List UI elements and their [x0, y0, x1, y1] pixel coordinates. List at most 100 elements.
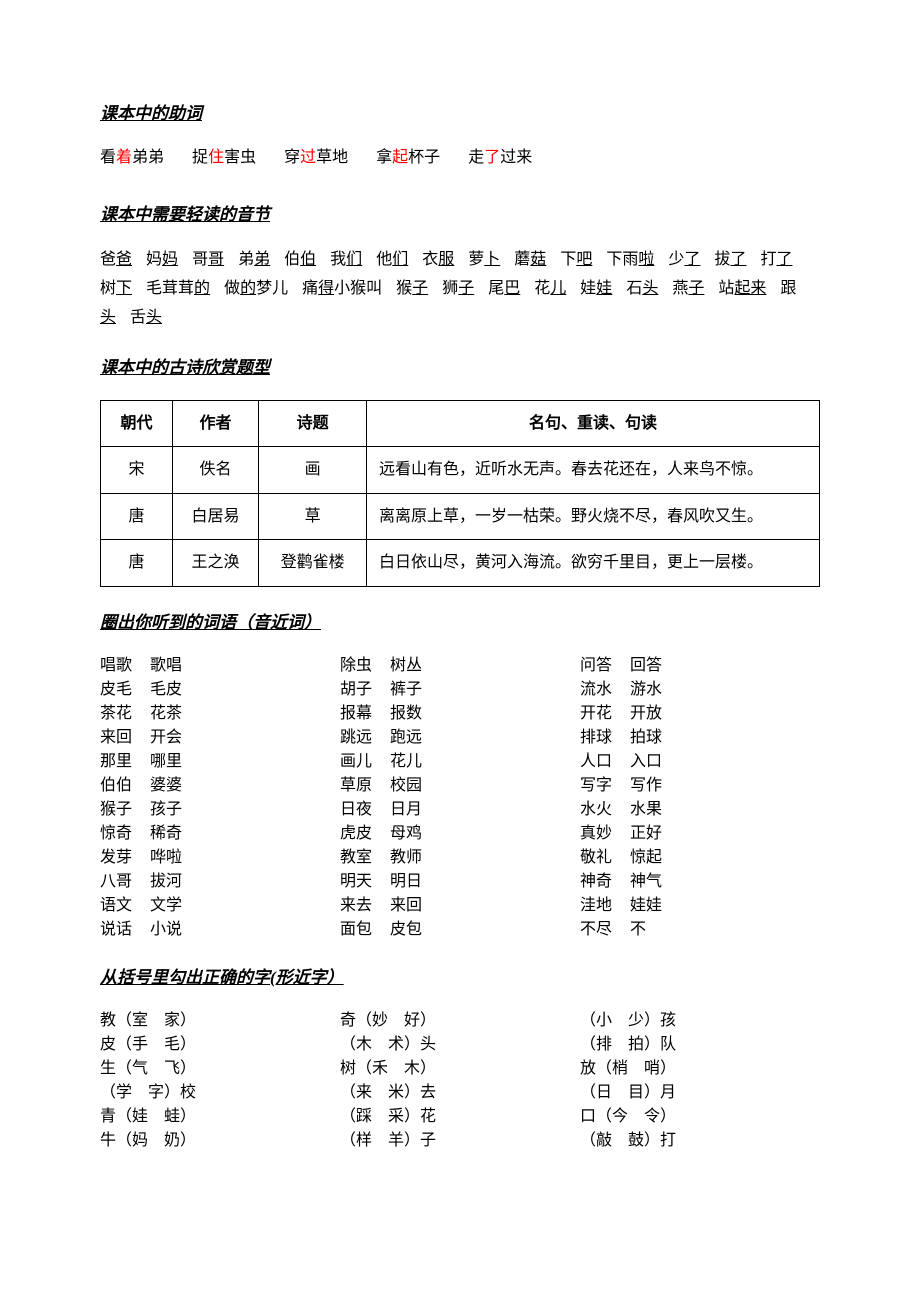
light-item: 衣服	[422, 251, 454, 268]
shape-column: （小 少）孩（排 拍）队放（梢 哨）（日 目）月口（今 令）（敲 鼓）打	[580, 1009, 820, 1153]
light-item: 尾巴	[488, 280, 520, 297]
light-item: 萝卜	[468, 251, 500, 268]
shape-row: （样 羊）子	[340, 1129, 580, 1153]
word-row: 草原校园	[340, 774, 580, 798]
word-row: 伯伯婆婆	[100, 774, 340, 798]
light-item: 妈妈	[146, 251, 178, 268]
word-column: 问答回答流水游水开花开放排球拍球人口入口写字写作水火水果真妙正好敬礼惊起神奇神气…	[580, 654, 820, 942]
word-row: 面包皮包	[340, 918, 580, 942]
table-cell: 画	[259, 447, 367, 494]
shape-row: 放（梢 哨）	[580, 1057, 820, 1081]
light-item: 舌头	[130, 309, 162, 326]
table-cell: 离离原上草，一岁一枯荣。野火烧不尽，春风吹又生。	[367, 493, 820, 540]
aux-item: 走了过来	[468, 145, 532, 171]
word-row: 发芽哗啦	[100, 846, 340, 870]
word-row: 教室教师	[340, 846, 580, 870]
section-poetry: 课本中的古诗欣赏题型 朝代 作者 诗题 名句、重读、句读 宋佚名画远看山有色，近…	[100, 354, 820, 587]
poetry-table: 朝代 作者 诗题 名句、重读、句读 宋佚名画远看山有色，近听水无声。春去花还在，…	[100, 400, 820, 587]
table-cell: 宋	[101, 447, 173, 494]
table-cell: 唐	[101, 540, 173, 587]
shape-row: 青（娃 蛙）	[100, 1105, 340, 1129]
section-auxiliary: 课本中的助词 看着弟弟捉住害虫穿过草地拿起杯子走了过来	[100, 100, 820, 171]
table-cell: 草	[259, 493, 367, 540]
light-item: 哥哥	[192, 251, 224, 268]
section-shape-words: 从括号里勾出正确的字(形近字） 教（室 家）皮（手 毛）生（气 飞）（学 字）校…	[100, 964, 820, 1153]
shape-row: （来 米）去	[340, 1081, 580, 1105]
aux-item: 看着弟弟	[100, 145, 164, 171]
light-item: 树下	[100, 280, 132, 297]
table-row: 唐白居易草离离原上草，一岁一枯荣。野火烧不尽，春风吹又生。	[101, 493, 820, 540]
auxiliary-title: 课本中的助词	[100, 100, 820, 127]
section-sound-words: 圈出你听到的词语（音近词） 唱歌歌唱皮毛毛皮茶花花茶来回开会那里哪里伯伯婆婆猴子…	[100, 609, 820, 942]
table-cell: 远看山有色，近听水无声。春去花还在，人来鸟不惊。	[367, 447, 820, 494]
table-cell: 白居易	[172, 493, 258, 540]
word-row: 写字写作	[580, 774, 820, 798]
light-item: 猴子	[396, 280, 428, 297]
section-light-reading: 课本中需要轻读的音节 爸爸 妈妈 哥哥 弟弟 伯伯 我们 他们 衣服 萝卜 蘑菇…	[100, 201, 820, 333]
word-row: 胡子裤子	[340, 678, 580, 702]
word-row: 猴子孩子	[100, 798, 340, 822]
word-row: 开花开放	[580, 702, 820, 726]
shape-row: （排 拍）队	[580, 1033, 820, 1057]
table-cell: 登鹳雀楼	[259, 540, 367, 587]
word-row: 唱歌歌唱	[100, 654, 340, 678]
light-item: 他们	[376, 251, 408, 268]
word-row: 神奇神气	[580, 870, 820, 894]
light-item: 下吧	[560, 251, 592, 268]
word-row: 真妙正好	[580, 822, 820, 846]
word-column: 除虫树丛胡子裤子报幕报数跳远跑远画儿花儿草原校园日夜日月虎皮母鸡教室教师明天明日…	[340, 654, 580, 942]
header-author: 作者	[172, 400, 258, 447]
light-item: 痛得小猴叫	[302, 280, 382, 297]
light-item: 狮子	[442, 280, 474, 297]
light-item: 弟弟	[238, 251, 270, 268]
word-row: 问答回答	[580, 654, 820, 678]
word-row: 洼地娃娃	[580, 894, 820, 918]
word-row: 排球拍球	[580, 726, 820, 750]
aux-item: 拿起杯子	[376, 145, 440, 171]
light-item: 花儿	[534, 280, 566, 297]
light-reading-title: 课本中需要轻读的音节	[100, 201, 820, 228]
table-row: 宋佚名画远看山有色，近听水无声。春去花还在，人来鸟不惊。	[101, 447, 820, 494]
light-item: 打了	[760, 251, 792, 268]
shape-row: （木 术）头	[340, 1033, 580, 1057]
table-cell: 唐	[101, 493, 173, 540]
header-dynasty: 朝代	[101, 400, 173, 447]
word-row: 明天明日	[340, 870, 580, 894]
table-row: 唐王之涣登鹳雀楼白日依山尽，黄河入海流。欲穷千里目，更上一层楼。	[101, 540, 820, 587]
shape-row: （敲 鼓）打	[580, 1129, 820, 1153]
shape-row: 教（室 家）	[100, 1009, 340, 1033]
word-row: 来回开会	[100, 726, 340, 750]
shape-row: 口（今 令）	[580, 1105, 820, 1129]
light-reading-list: 爸爸 妈妈 哥哥 弟弟 伯伯 我们 他们 衣服 萝卜 蘑菇 下吧 下雨啦 少了 …	[100, 246, 820, 332]
word-row: 跳远跑远	[340, 726, 580, 750]
light-item: 爸爸	[100, 251, 132, 268]
word-row: 水火水果	[580, 798, 820, 822]
shape-row: （踩 采）花	[340, 1105, 580, 1129]
word-row: 说话小说	[100, 918, 340, 942]
light-item: 石头	[626, 280, 658, 297]
word-row: 报幕报数	[340, 702, 580, 726]
word-row: 语文文学	[100, 894, 340, 918]
shape-row: （小 少）孩	[580, 1009, 820, 1033]
shape-column: 教（室 家）皮（手 毛）生（气 飞）（学 字）校青（娃 蛙）牛（妈 奶）	[100, 1009, 340, 1153]
shape-row: 牛（妈 奶）	[100, 1129, 340, 1153]
auxiliary-list: 看着弟弟捉住害虫穿过草地拿起杯子走了过来	[100, 145, 820, 171]
shape-row: 树（禾 木）	[340, 1057, 580, 1081]
light-item: 下雨啦	[606, 251, 654, 268]
word-row: 来去来回	[340, 894, 580, 918]
table-cell: 王之涣	[172, 540, 258, 587]
light-item: 蘑菇	[514, 251, 546, 268]
shape-words-title: 从括号里勾出正确的字(形近字）	[100, 964, 820, 991]
word-row: 不尽不	[580, 918, 820, 942]
table-header-row: 朝代 作者 诗题 名句、重读、句读	[101, 400, 820, 447]
header-verse: 名句、重读、句读	[367, 400, 820, 447]
word-column: 唱歌歌唱皮毛毛皮茶花花茶来回开会那里哪里伯伯婆婆猴子孩子惊奇稀奇发芽哗啦八哥拔河…	[100, 654, 340, 942]
shape-column: 奇（妙 好）（木 术）头树（禾 木）（来 米）去（踩 采）花（样 羊）子	[340, 1009, 580, 1153]
word-row: 敬礼惊起	[580, 846, 820, 870]
word-row: 流水游水	[580, 678, 820, 702]
light-item: 燕子	[672, 280, 704, 297]
word-row: 皮毛毛皮	[100, 678, 340, 702]
shape-row: （日 目）月	[580, 1081, 820, 1105]
word-row: 画儿花儿	[340, 750, 580, 774]
word-row: 那里哪里	[100, 750, 340, 774]
